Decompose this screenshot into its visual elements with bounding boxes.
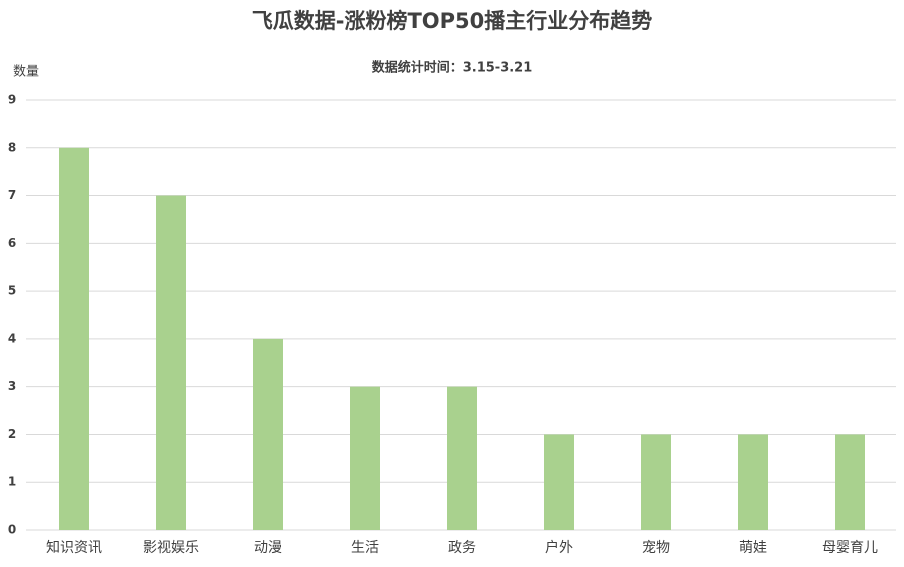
y-tick-label: 7 [8, 188, 16, 202]
bar [835, 434, 865, 530]
y-axis-label: 数量 [13, 65, 39, 80]
x-tick-label: 萌娃 [739, 540, 767, 556]
x-tick-label: 影视娱乐 [143, 540, 199, 556]
x-tick-label: 动漫 [254, 540, 282, 556]
chart-subtitle: 数据统计时间：3.15-3.21 [372, 60, 533, 76]
x-tick-label: 宠物 [642, 540, 670, 556]
x-tick-label: 政务 [448, 540, 476, 556]
y-tick-label: 8 [8, 140, 16, 154]
x-tick-label: 知识资讯 [46, 539, 102, 556]
bar [350, 386, 380, 530]
y-tick-label: 3 [8, 379, 16, 393]
bar [447, 386, 477, 530]
bar [156, 195, 186, 531]
y-tick-label: 2 [8, 427, 16, 441]
y-tick-label: 1 [8, 475, 16, 489]
y-tick-label: 4 [8, 331, 16, 345]
bar [59, 147, 89, 530]
y-tick-label: 0 [8, 523, 16, 537]
y-tick-label: 5 [8, 284, 16, 298]
bar [253, 338, 283, 530]
chart-title: 飞瓜数据-涨粉榜TOP50播主行业分布趋势 [252, 9, 653, 33]
y-tick-label: 9 [8, 93, 16, 107]
bar [738, 434, 768, 530]
x-tick-label: 生活 [351, 540, 379, 556]
bar [641, 434, 671, 530]
x-tick-label: 户外 [545, 539, 573, 556]
x-tick-label: 母婴育儿 [822, 540, 878, 556]
y-tick-label: 6 [8, 236, 16, 250]
bar [544, 434, 574, 530]
